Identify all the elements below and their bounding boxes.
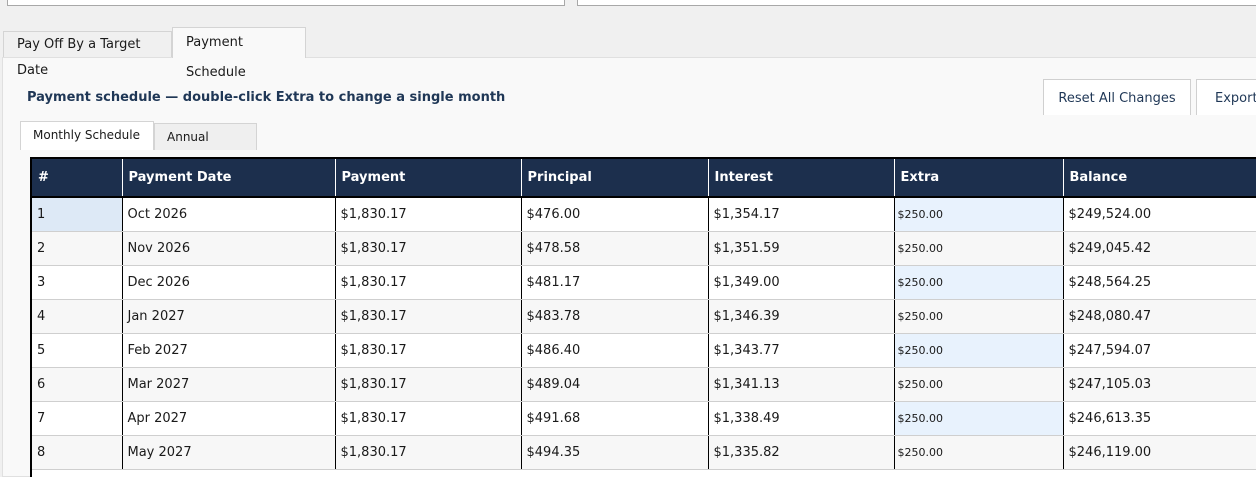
cell-interest: $1,354.17 (708, 197, 895, 232)
cell-principal: $486.40 (521, 333, 709, 368)
cell-balance: $246,119.00 (1063, 435, 1256, 470)
cell-interest: $1,346.39 (708, 299, 895, 334)
column-header-extra[interactable]: Extra (894, 159, 1064, 198)
tab-pay-off-by-target-date[interactable]: Pay Off By a Target Date (3, 31, 172, 78)
cell-payment-date: Nov 2026 (122, 231, 336, 266)
cell-interest: $1,351.59 (708, 231, 895, 266)
column-header-balance[interactable]: Balance (1063, 159, 1256, 198)
table-row[interactable]: 1 Oct 2026 $1,830.17 $476.00 $1,354.17 $250.0… (32, 197, 1256, 232)
cell-principal: $494.35 (521, 435, 709, 470)
tab-payment-schedule[interactable]: Payment Schedule (172, 27, 306, 80)
cell-principal: $483.78 (521, 299, 709, 334)
cell-balance: $246,613.35 (1063, 401, 1256, 436)
cell-row-number: 3 (32, 265, 123, 300)
cell-payment: $1,830.17 (335, 435, 522, 470)
cell-payment: $1,830.17 (335, 231, 522, 266)
schedule-table: # Payment Date Payment Principal Interes… (32, 159, 1256, 470)
table-row[interactable]: 5 Feb 2027 $1,830.17 $486.40 $1,343.77 $250.0… (32, 333, 1256, 368)
schedule-table-body: 1 Oct 2026 $1,830.17 $476.00 $1,354.17 $250.0… (32, 197, 1256, 470)
tab-annual-totals[interactable]: Annual Totals (154, 123, 257, 170)
top-input-right[interactable] (577, 0, 1256, 6)
column-header-number[interactable]: # (32, 159, 123, 198)
table-row[interactable]: 8 May 2027 $1,830.17 $494.35 $1,335.82 $250.0… (32, 435, 1256, 470)
column-header-principal[interactable]: Principal (521, 159, 709, 198)
cell-row-number: 8 (32, 435, 123, 470)
cell-extra[interactable]: $250.00 (894, 231, 1064, 266)
cell-payment-date: Mar 2027 (122, 367, 336, 402)
cell-row-number: 1 (32, 197, 123, 232)
cell-principal: $476.00 (521, 197, 709, 232)
cell-payment-date: Jan 2027 (122, 299, 336, 334)
cell-balance: $248,564.25 (1063, 265, 1256, 300)
export-button[interactable]: Export (1196, 79, 1256, 115)
column-header-interest[interactable]: Interest (708, 159, 895, 198)
cell-payment: $1,830.17 (335, 367, 522, 402)
cell-row-number: 2 (32, 231, 123, 266)
cell-payment: $1,830.17 (335, 299, 522, 334)
table-row[interactable]: 6 Mar 2027 $1,830.17 $489.04 $1,341.13 $250.0… (32, 367, 1256, 402)
cell-extra[interactable]: $250.00 (894, 333, 1064, 368)
table-row[interactable]: 2 Nov 2026 $1,830.17 $478.58 $1,351.59 $250.0… (32, 231, 1256, 266)
column-header-payment-date[interactable]: Payment Date (122, 159, 336, 198)
cell-payment: $1,830.17 (335, 197, 522, 232)
cell-interest: $1,349.00 (708, 265, 895, 300)
cell-payment: $1,830.17 (335, 401, 522, 436)
cell-interest: $1,335.82 (708, 435, 895, 470)
tab-monthly-schedule[interactable]: Monthly Schedule (20, 121, 154, 150)
reset-all-changes-button[interactable]: Reset All Changes (1043, 79, 1191, 115)
cell-extra[interactable]: $250.00 (894, 197, 1064, 232)
cell-principal: $481.17 (521, 265, 709, 300)
cell-extra[interactable]: $250.00 (894, 401, 1064, 436)
cell-principal: $491.68 (521, 401, 709, 436)
cell-extra[interactable]: $250.00 (894, 435, 1064, 470)
cell-payment: $1,830.17 (335, 333, 522, 368)
cell-principal: $478.58 (521, 231, 709, 266)
cell-payment: $1,830.17 (335, 265, 522, 300)
cell-balance: $247,105.03 (1063, 367, 1256, 402)
cell-payment-date: Oct 2026 (122, 197, 336, 232)
cell-balance: $248,080.47 (1063, 299, 1256, 334)
cell-payment-date: May 2027 (122, 435, 336, 470)
cell-row-number: 6 (32, 367, 123, 402)
table-row[interactable]: 4 Jan 2027 $1,830.17 $483.78 $1,346.39 $250.0… (32, 299, 1256, 334)
cell-row-number: 4 (32, 299, 123, 334)
cell-payment-date: Feb 2027 (122, 333, 336, 368)
cell-interest: $1,338.49 (708, 401, 895, 436)
column-header-payment[interactable]: Payment (335, 159, 522, 198)
cell-row-number: 7 (32, 401, 123, 436)
cell-principal: $489.04 (521, 367, 709, 402)
cell-row-number: 5 (32, 333, 123, 368)
cell-balance: $249,524.00 (1063, 197, 1256, 232)
cell-extra[interactable]: $250.00 (894, 299, 1064, 334)
cell-balance: $249,045.42 (1063, 231, 1256, 266)
schedule-table-container: # Payment Date Payment Principal Interes… (30, 157, 1256, 477)
cell-extra[interactable]: $250.00 (894, 367, 1064, 402)
table-row[interactable]: 7 Apr 2027 $1,830.17 $491.68 $1,338.49 $250.0… (32, 401, 1256, 436)
cell-interest: $1,343.77 (708, 333, 895, 368)
cell-payment-date: Dec 2026 (122, 265, 336, 300)
top-input-left[interactable] (7, 0, 565, 6)
cell-extra[interactable]: $250.00 (894, 265, 1064, 300)
cell-payment-date: Apr 2027 (122, 401, 336, 436)
schedule-heading: Payment schedule — double-click Extra to… (27, 90, 506, 105)
cell-balance: $247,594.07 (1063, 333, 1256, 368)
table-row[interactable]: 3 Dec 2026 $1,830.17 $481.17 $1,349.00 $250.0… (32, 265, 1256, 300)
table-header-row: # Payment Date Payment Principal Interes… (32, 159, 1256, 198)
cell-interest: $1,341.13 (708, 367, 895, 402)
